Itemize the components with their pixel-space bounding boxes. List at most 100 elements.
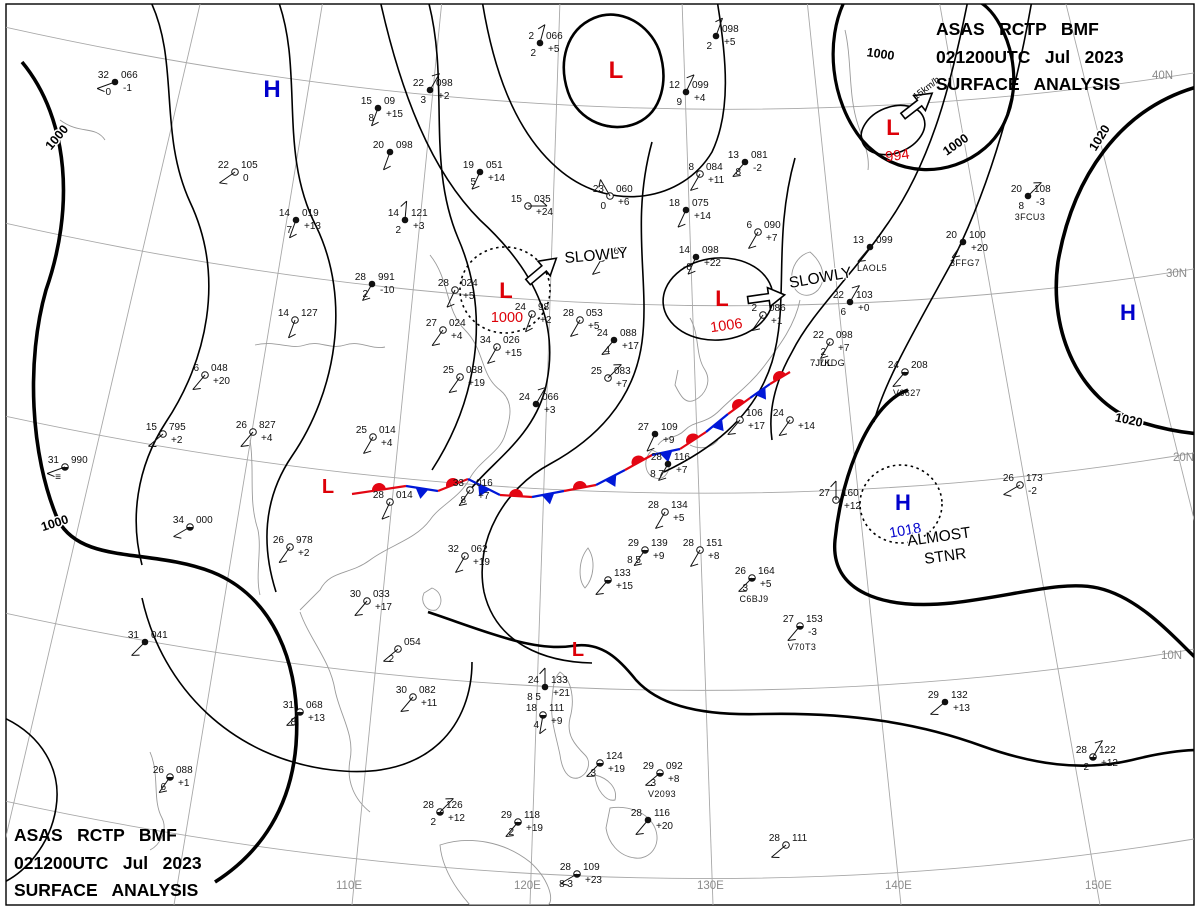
station-plot: 098 +5 2 bbox=[706, 17, 739, 52]
station-callsign: V6627 bbox=[893, 388, 921, 398]
station-tendency: +2 bbox=[298, 548, 310, 559]
title-line-type: SURFACE ANALYSIS bbox=[14, 880, 199, 900]
wind-barb bbox=[658, 463, 669, 481]
station-tendency: +11 bbox=[421, 698, 438, 709]
station-temperature: 14 bbox=[679, 245, 691, 256]
wind-barb-feather bbox=[677, 223, 686, 228]
station-tendency: +11 bbox=[708, 175, 725, 186]
station-pressure: 048 bbox=[211, 363, 228, 374]
pressure-center-value: 994 bbox=[884, 146, 910, 165]
station-tendency: +12 bbox=[1101, 758, 1118, 769]
station-plot: 19 051 +14 5 bbox=[463, 160, 505, 190]
station-pressure: 111 bbox=[549, 703, 565, 714]
station-pressure: 990 bbox=[71, 455, 88, 466]
station-plot: 22 098 +2 3 bbox=[413, 73, 453, 106]
wind-barb bbox=[892, 371, 906, 387]
station-weather: 7 bbox=[286, 225, 292, 236]
station-pressure: 134 bbox=[671, 500, 688, 511]
wind-barb-feather bbox=[539, 667, 546, 675]
station-temperature: 24 bbox=[597, 328, 609, 339]
station-plot: 14 121 +3 2 bbox=[388, 200, 428, 236]
station-temperature: 20 bbox=[373, 140, 385, 151]
station-tendency: +22 bbox=[704, 258, 721, 269]
station-pressure: 173 bbox=[1026, 473, 1043, 484]
station-pressure: 041 bbox=[151, 630, 168, 641]
station-plot: 28 116 +7 8 7 bbox=[650, 452, 690, 481]
station-temperature: 28 bbox=[373, 490, 385, 501]
station-callsign: 3FCU3 bbox=[1015, 212, 1046, 222]
wind-barb-feather bbox=[487, 360, 496, 364]
wind-barb bbox=[586, 762, 601, 777]
station-pressure: 133 bbox=[551, 675, 568, 686]
map-frame bbox=[5, 3, 1195, 906]
station-plot: 29 118 +19 2 bbox=[501, 810, 544, 838]
station-plot: 27 160 +12 bbox=[819, 480, 861, 512]
wind-barb-feather bbox=[851, 285, 860, 289]
isobar-lines bbox=[6, 4, 1194, 884]
station-tendency: +15 bbox=[505, 348, 522, 359]
station-weather: 8 bbox=[368, 113, 374, 124]
wind-barb bbox=[192, 374, 206, 390]
low-center-circle bbox=[459, 246, 551, 334]
wind-barb bbox=[363, 436, 374, 454]
station-pressure: 066 bbox=[121, 70, 138, 81]
station-plot: 27 109 +9 bbox=[638, 422, 678, 452]
station-plot: 24 133 +21 8 5 bbox=[527, 667, 570, 703]
station-pressure: 067 bbox=[608, 246, 625, 257]
station-plot: 24 208 V6627 bbox=[888, 360, 928, 398]
wind-barb bbox=[787, 625, 801, 641]
station-tendency: -10 bbox=[380, 285, 395, 296]
wind-barb-feather bbox=[635, 833, 644, 836]
station-callsign: 7KDG bbox=[819, 358, 845, 368]
station-tendency: +20 bbox=[971, 243, 988, 254]
wind-barb-feather bbox=[951, 255, 961, 259]
station-plot: 29 132 +13 bbox=[928, 690, 970, 716]
wind-barb-feather bbox=[539, 728, 547, 735]
station-pressure: 098 bbox=[722, 24, 739, 35]
station-plot: 14 127 bbox=[278, 308, 318, 339]
isobar-1000-bold bbox=[20, 60, 299, 884]
station-pressure: 099 bbox=[876, 235, 893, 246]
station-tendency: +7 bbox=[766, 233, 778, 244]
station-weather: 2 bbox=[1083, 762, 1089, 773]
station-plot: 34 000 bbox=[173, 515, 213, 539]
station-weather: 4 bbox=[533, 720, 539, 731]
station-plot: 067 bbox=[592, 246, 625, 275]
station-temperature: 15 bbox=[361, 96, 373, 107]
station-weather: 8 bbox=[1018, 201, 1024, 212]
wind-barb-feather bbox=[288, 333, 296, 339]
station-pressure: 09 bbox=[384, 96, 396, 107]
station-pressure: 100 bbox=[969, 230, 986, 241]
station-pressure: 133 bbox=[614, 568, 631, 579]
station-pressure: 126 bbox=[446, 800, 463, 811]
high-pressure-symbol: H bbox=[1120, 300, 1136, 325]
station-temperature: 26 bbox=[1003, 473, 1015, 484]
station-weather: 8 bbox=[460, 495, 466, 506]
station-pressure: 066 bbox=[542, 392, 559, 403]
wind-barb bbox=[429, 73, 440, 91]
station-temperature: 14 bbox=[388, 208, 400, 219]
station-tendency: +5 bbox=[463, 291, 475, 302]
station-temperature: 27 bbox=[638, 422, 650, 433]
station-tendency: +2 bbox=[171, 435, 183, 446]
wind-barb bbox=[857, 246, 871, 262]
station-temperature: 24 bbox=[773, 408, 785, 419]
warm-front-symbol bbox=[446, 478, 460, 488]
wind-barb-feather bbox=[446, 303, 455, 308]
station-callsign: V2093 bbox=[648, 789, 676, 799]
station-pressure: 116 bbox=[674, 452, 690, 463]
station-temperature: 25 bbox=[443, 365, 455, 376]
station-plot: 26 088 +1 6 bbox=[153, 765, 193, 794]
station-pressure: 060 bbox=[616, 184, 633, 195]
station-pressure: 103 bbox=[856, 290, 873, 301]
station-temperature: 28 bbox=[438, 278, 450, 289]
station-pressure: 082 bbox=[419, 685, 436, 696]
station-temperature: 26 bbox=[236, 420, 248, 431]
station-tendency: +15 bbox=[386, 109, 403, 120]
wind-barb bbox=[633, 549, 646, 566]
wind-barb bbox=[381, 501, 391, 520]
